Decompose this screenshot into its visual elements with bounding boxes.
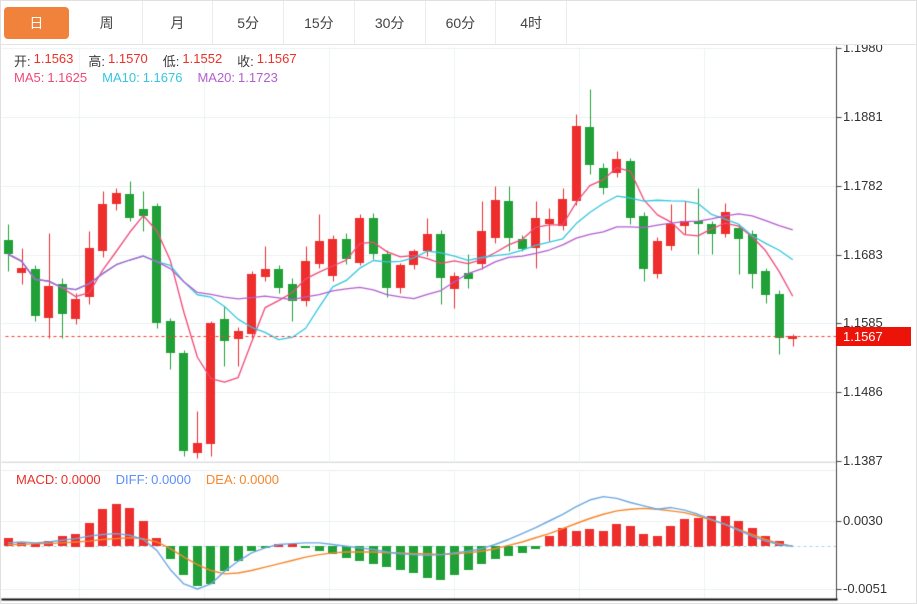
- legend-label: MA20:: [197, 70, 236, 85]
- legend-label: 高:: [88, 54, 106, 69]
- y-axis-label: 1.1881: [843, 108, 883, 124]
- ohlc-legend: 开: 1.1563 高: 1.1570 低: 1.1552 收: 1.1567: [14, 51, 312, 70]
- legend-label: MA10:: [102, 70, 140, 85]
- y-axis-label: 1.1486: [843, 384, 883, 400]
- legend-value: 0.0000: [239, 472, 280, 487]
- tab-day[interactable]: 日: [4, 7, 69, 39]
- legend-label: 低:: [162, 54, 180, 69]
- legend-value: 1.1723: [238, 70, 278, 85]
- y-axis-label: 0.0030: [843, 513, 883, 528]
- legend-item: MA10: 1.1676: [102, 70, 182, 85]
- tab-5min[interactable]: 5分: [213, 1, 284, 44]
- y-axis-label: 1.1683: [843, 246, 883, 262]
- timeframe-tabbar: 日周月 5分 15分 30分 60分 4时: [1, 1, 916, 45]
- y-axis-label: -0.0051: [843, 581, 888, 596]
- y-axis-label: 1.1782: [843, 177, 883, 193]
- legend-item: MA20: 1.1723: [197, 70, 277, 85]
- legend-value: 0.0000: [60, 472, 101, 487]
- legend-item: DEA: 0.0000: [206, 472, 279, 487]
- tab-4hour[interactable]: 4时: [496, 1, 567, 44]
- y-axis-label: 1.1387: [843, 453, 883, 468]
- legend-label: MACD:: [16, 472, 58, 487]
- tab-month[interactable]: 月: [142, 1, 214, 44]
- legend-item: 开: 1.1563: [14, 51, 73, 70]
- legend-label: DIFF:: [115, 472, 149, 487]
- legend-item: 高: 1.1570: [88, 51, 147, 70]
- legend-label: DEA:: [205, 472, 237, 487]
- ma-legend: MA5: 1.1625 MA10: 1.1676 MA20: 1.1723: [14, 70, 293, 85]
- legend-label: 收:: [237, 54, 254, 69]
- macd-legend: MACD: 0.0000 DIFF: 0.0000 DEA: 0.0000: [16, 472, 294, 487]
- legend-label: 开:: [14, 54, 31, 69]
- legend-item: 低: 1.1552: [163, 51, 222, 70]
- legend-value: 1.1567: [256, 51, 297, 66]
- y-axis-label: 1.1585: [843, 315, 883, 331]
- legend-value: 0.0000: [151, 472, 191, 487]
- legend-value: 1.1676: [142, 70, 183, 85]
- tab-15min[interactable]: 15分: [284, 1, 355, 44]
- legend-label: MA5:: [14, 70, 45, 85]
- current-price-badge: 1.1567: [836, 327, 911, 346]
- tab-60min[interactable]: 60分: [425, 1, 497, 44]
- legend-item: 收: 1.1567: [237, 51, 296, 70]
- legend-value: 1.1563: [33, 51, 74, 66]
- legend-value: 1.1625: [47, 70, 88, 85]
- tab-week[interactable]: 周: [71, 1, 143, 44]
- legend-item: MA5: 1.1625: [14, 70, 87, 85]
- legend-item: MACD: 0.0000: [16, 472, 101, 487]
- legend-item: DIFF: 0.0000: [116, 472, 191, 487]
- tab-30min[interactable]: 30分: [354, 1, 426, 44]
- legend-value: 1.1570: [108, 51, 148, 66]
- legend-value: 1.1552: [182, 51, 223, 66]
